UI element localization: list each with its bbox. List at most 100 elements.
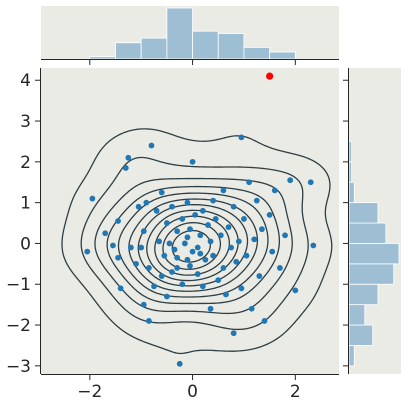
scatter-point	[179, 281, 186, 288]
right-hist-bar	[348, 263, 395, 285]
top-hist-bar	[217, 33, 245, 60]
scatter-point	[140, 301, 147, 308]
scatter-point	[261, 318, 268, 324]
scatter-point	[187, 262, 193, 269]
scatter-point	[243, 252, 250, 259]
scatter-point	[115, 254, 121, 261]
top-hist-bar	[166, 7, 193, 60]
scatter-point	[140, 228, 147, 235]
scatter-point	[192, 211, 199, 218]
scatter-point	[158, 273, 165, 279]
scatter-point	[310, 242, 317, 249]
scatter-point	[248, 305, 255, 312]
top-hist-bar	[269, 51, 296, 60]
scatter-point	[171, 246, 178, 253]
right-hist-bar	[348, 222, 387, 244]
scatter-point	[156, 238, 163, 245]
joint-axes: −2 0 2 −3 −2 −1 0 1 2 3 4	[6, 68, 339, 402]
scatter-point	[223, 291, 229, 298]
x-tick-label: −2	[77, 382, 102, 402]
scatter-point	[220, 187, 227, 194]
scatter-point	[220, 265, 227, 271]
scatter-point	[238, 134, 245, 141]
scatter-point	[202, 256, 209, 263]
scatter-point	[110, 242, 116, 249]
scatter-point	[287, 177, 294, 184]
scatter-point	[266, 211, 273, 218]
scatter-point	[225, 224, 232, 231]
x-tick-label: 2	[290, 382, 301, 402]
scatter-point	[184, 199, 191, 206]
right-hist-bar	[348, 243, 400, 265]
kde-contour-level-1	[61, 128, 333, 355]
scatter-point	[189, 158, 196, 165]
kde-contour-level-9	[154, 215, 231, 276]
right-marginal-ticks	[343, 79, 349, 367]
scatter-point	[194, 244, 201, 251]
scatter-point	[277, 265, 283, 271]
scatter-point	[207, 305, 214, 312]
scatter-point	[163, 220, 170, 226]
scatter-point	[241, 216, 247, 222]
top-marginal-histogram	[41, 6, 339, 65]
right-hist-bar	[348, 141, 353, 163]
y-tick-label: −2	[6, 316, 31, 336]
scatter-point	[184, 234, 191, 241]
scatter-point	[228, 244, 235, 251]
scatter-point	[115, 218, 121, 224]
right-hist-bar	[348, 202, 379, 224]
scatter-point	[212, 216, 219, 222]
scatter-point	[84, 248, 91, 255]
right-hist-bar	[348, 324, 374, 346]
scatter-point	[161, 252, 168, 259]
scatter-points	[84, 72, 317, 367]
scatter-point	[102, 230, 109, 237]
kde-contour-level-4	[106, 185, 281, 305]
scatter-point	[271, 187, 278, 194]
scatter-point	[122, 165, 129, 171]
scatter-point	[153, 207, 160, 214]
top-hist-bar	[115, 42, 142, 60]
right-hist-bar	[348, 161, 353, 183]
top-hist-bar	[89, 56, 116, 60]
right-hist-bar	[348, 304, 366, 326]
kde-contour-level-7	[137, 204, 249, 287]
right-hist-bar	[348, 283, 379, 306]
right-hist-bar	[348, 181, 355, 204]
scatter-point	[169, 269, 175, 275]
scatter-point	[230, 203, 237, 210]
scatter-point	[187, 226, 193, 233]
y-tick-label: 1	[20, 194, 31, 214]
scatter-point	[269, 248, 276, 255]
scatter-point	[143, 199, 150, 206]
scatter-point	[207, 238, 214, 245]
scatter-point	[117, 285, 124, 292]
scatter-point	[138, 244, 145, 251]
scatter-point	[235, 238, 242, 245]
y-tick-label: 0	[20, 234, 31, 254]
scatter-point	[217, 232, 224, 239]
right-hist-bars	[348, 141, 400, 367]
scatter-point	[194, 271, 201, 277]
scatter-point	[174, 228, 181, 235]
scatter-point	[197, 232, 204, 239]
y-tick-label: 3	[20, 112, 31, 132]
top-hist-bar	[192, 30, 219, 60]
y-tick-label: −3	[6, 357, 31, 377]
scatter-point	[181, 240, 188, 247]
x-tick-label: 0	[187, 382, 198, 402]
y-tick-label: 2	[20, 153, 31, 173]
scatter-point	[256, 273, 263, 279]
scatter-point	[210, 197, 217, 204]
kde-contour-level-5	[117, 192, 269, 298]
y-tick-label: 4	[20, 71, 31, 91]
scatter-point	[259, 226, 265, 233]
kde-contour-level-2	[80, 156, 309, 331]
top-hist-bar	[140, 37, 168, 60]
scatter-point	[89, 195, 96, 202]
scatter-point	[146, 318, 152, 324]
scatter-point	[197, 250, 204, 257]
scatter-point	[133, 260, 139, 267]
scatter-point	[251, 236, 258, 243]
